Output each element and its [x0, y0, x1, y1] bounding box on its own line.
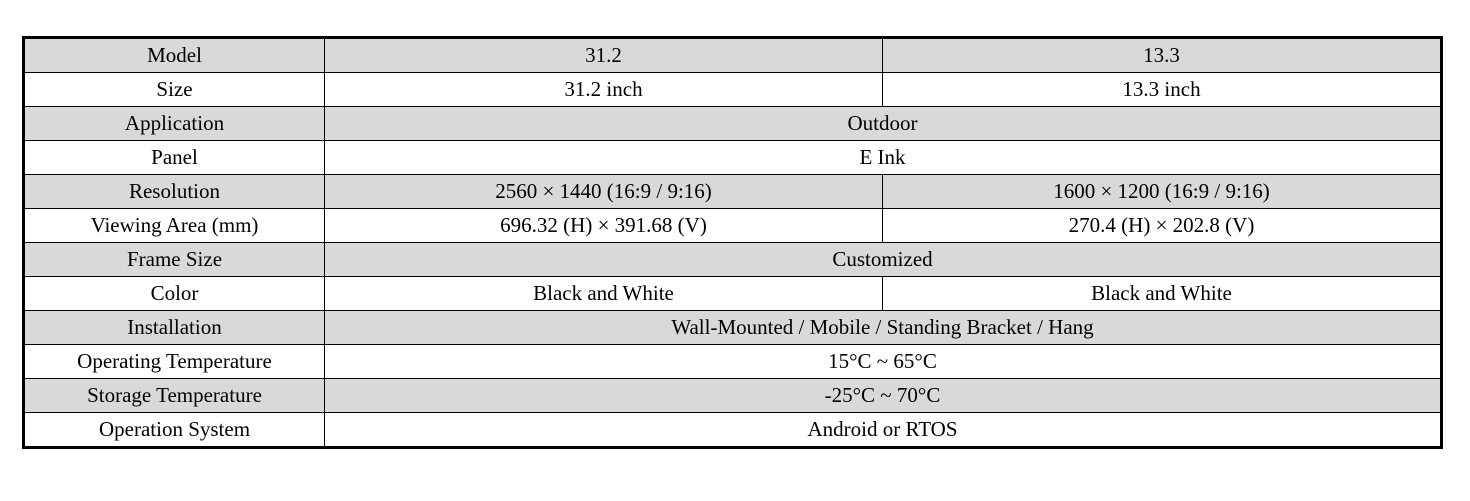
operation-system-label-cell: Operation System	[23, 412, 325, 448]
table-row-storage-temperature: Storage Temperature -25°C ~ 70°C	[23, 378, 1442, 413]
resolution-label-cell: Resolution	[23, 174, 325, 209]
frame-size-label-cell: Frame Size	[23, 242, 325, 277]
operating-temperature-label-cell: Operating Temperature	[23, 344, 325, 379]
application-value-cell: Outdoor	[324, 106, 1442, 141]
viewing-area-value-31-2-cell: 696.32 (H) × 391.68 (V)	[324, 208, 883, 243]
color-label-cell: Color	[23, 276, 325, 311]
resolution-value-13-3-cell: 1600 × 1200 (16:9 / 9:16)	[882, 174, 1442, 209]
table-row-model: Model 31.2 13.3	[23, 37, 1442, 73]
table-row-resolution: Resolution 2560 × 1440 (16:9 / 9:16) 160…	[23, 174, 1442, 209]
viewing-area-label-cell: Viewing Area (mm)	[23, 208, 325, 243]
size-label-cell: Size	[23, 72, 325, 107]
application-label-cell: Application	[23, 106, 325, 141]
storage-temperature-label-cell: Storage Temperature	[23, 378, 325, 413]
table-row-color: Color Black and White Black and White	[23, 276, 1442, 311]
storage-temperature-value-cell: -25°C ~ 70°C	[324, 378, 1442, 413]
product-spec-table: Model 31.2 13.3 Size 31.2 inch 13.3 inch…	[22, 36, 1443, 449]
frame-size-value-cell: Customized	[324, 242, 1442, 277]
table-row-operating-temperature: Operating Temperature 15°C ~ 65°C	[23, 344, 1442, 379]
model-value-13-3-cell: 13.3	[882, 37, 1442, 73]
color-value-13-3-cell: Black and White	[882, 276, 1442, 311]
resolution-value-31-2-cell: 2560 × 1440 (16:9 / 9:16)	[324, 174, 883, 209]
table-row-application: Application Outdoor	[23, 106, 1442, 141]
panel-label-cell: Panel	[23, 140, 325, 175]
installation-label-cell: Installation	[23, 310, 325, 345]
size-value-31-2-cell: 31.2 inch	[324, 72, 883, 107]
viewing-area-value-13-3-cell: 270.4 (H) × 202.8 (V)	[882, 208, 1442, 243]
size-value-13-3-cell: 13.3 inch	[882, 72, 1442, 107]
table-row-frame-size: Frame Size Customized	[23, 242, 1442, 277]
table-row-installation: Installation Wall-Mounted / Mobile / Sta…	[23, 310, 1442, 345]
table-row-operation-system: Operation System Android or RTOS	[23, 412, 1442, 448]
table-row-size: Size 31.2 inch 13.3 inch	[23, 72, 1442, 107]
operation-system-value-cell: Android or RTOS	[324, 412, 1442, 448]
table-row-viewing-area: Viewing Area (mm) 696.32 (H) × 391.68 (V…	[23, 208, 1442, 243]
operating-temperature-value-cell: 15°C ~ 65°C	[324, 344, 1442, 379]
color-value-31-2-cell: Black and White	[324, 276, 883, 311]
installation-value-cell: Wall-Mounted / Mobile / Standing Bracket…	[324, 310, 1442, 345]
panel-value-cell: E Ink	[324, 140, 1442, 175]
model-value-31-2-cell: 31.2	[324, 37, 883, 73]
table-row-panel: Panel E Ink	[23, 140, 1442, 175]
model-label-cell: Model	[23, 37, 325, 73]
